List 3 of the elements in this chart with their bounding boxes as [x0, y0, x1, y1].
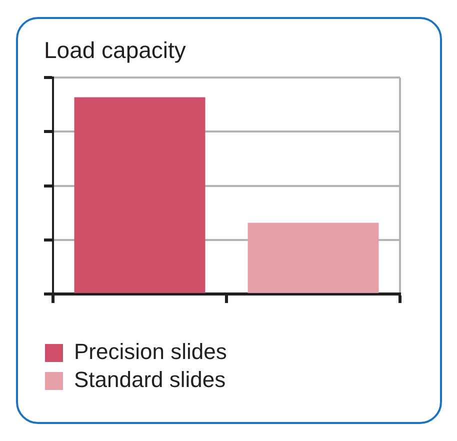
legend-label: Precision slides: [74, 339, 227, 364]
chart-title: Load capacity: [44, 37, 186, 64]
legend-label: Standard slides: [74, 367, 226, 392]
